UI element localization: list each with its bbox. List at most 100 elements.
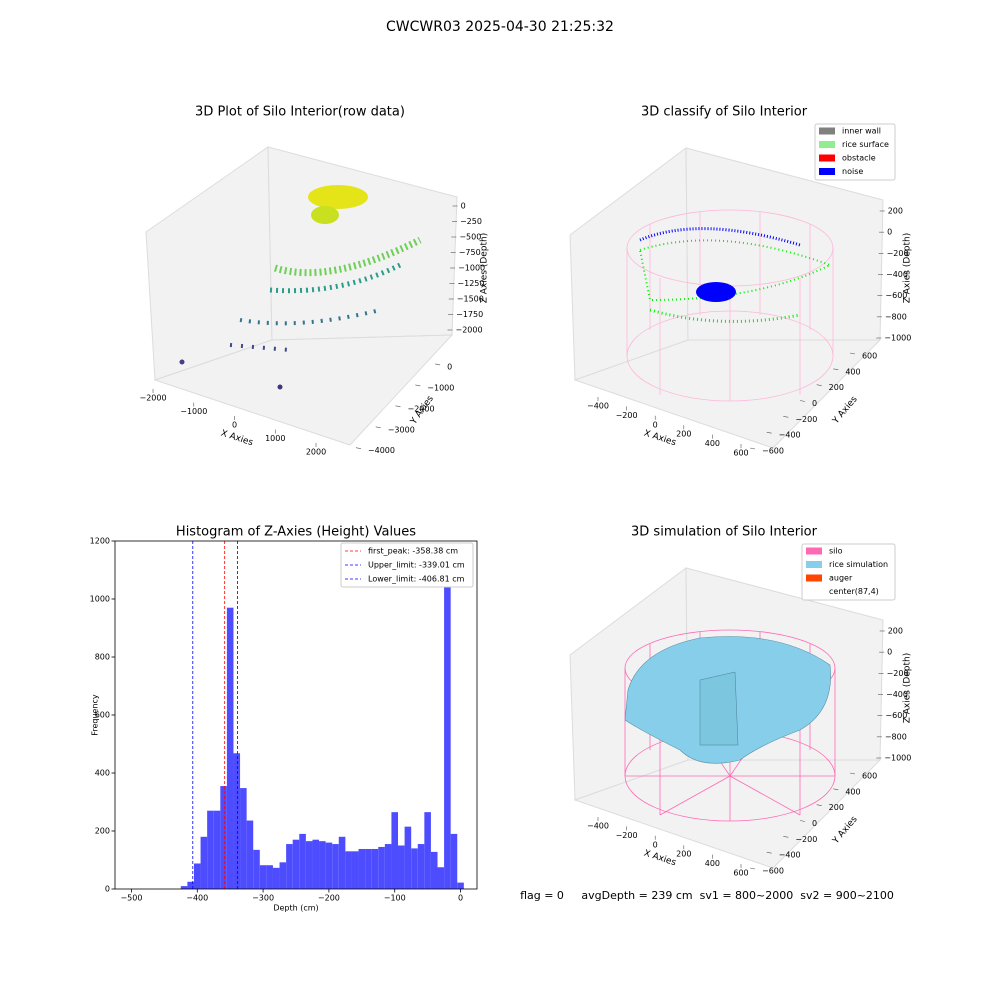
bar — [404, 826, 412, 889]
y-tick-label: 0 — [447, 362, 452, 371]
x-axis-label: Depth (cm) — [273, 904, 318, 913]
tick-mark — [799, 400, 806, 402]
y-tick-label: −200 — [795, 835, 817, 844]
legend-label: rice surface — [842, 140, 889, 149]
z-tick-label: −1000 — [884, 334, 911, 343]
y-tick-label: 200 — [829, 803, 844, 812]
tick-mark — [749, 867, 756, 870]
tick-mark — [749, 447, 756, 450]
z-tick-label: −200 — [887, 249, 909, 258]
z-tick-label: −600 — [885, 711, 907, 720]
legend-label: first_peak: -358.38 cm — [368, 547, 458, 556]
z-tick-label: 200 — [888, 626, 903, 635]
z-tick-label: 0 — [887, 648, 892, 657]
silo-wall — [626, 212, 834, 401]
bar — [240, 788, 247, 889]
legend-swatch — [806, 588, 822, 595]
bar — [286, 844, 293, 889]
legend-swatch — [819, 127, 835, 135]
z-tick-label: −400 — [886, 690, 908, 699]
legend-swatch — [806, 574, 822, 582]
bar — [266, 865, 273, 889]
bar — [312, 839, 320, 889]
legend-box — [340, 542, 474, 588]
pane-group-4 — [569, 567, 884, 869]
y-tick-label: 1000 — [90, 595, 110, 604]
y-tick-label: −4000 — [368, 446, 395, 455]
y-tick-label: 600 — [862, 772, 877, 781]
pane — [573, 339, 882, 449]
x-tick-label: 2000 — [306, 448, 326, 457]
x-tick-label: 0 — [232, 421, 237, 430]
legend-label: auger — [829, 574, 853, 583]
z-tick-label: 0 — [887, 228, 892, 237]
bar — [220, 786, 227, 889]
y-tick-label: −1000 — [427, 383, 454, 392]
z-tick-label: −200 — [887, 669, 909, 678]
chart-title: 3D simulation of Silo Interior — [631, 525, 818, 540]
tick-mark — [395, 405, 401, 408]
tick-mark — [816, 384, 822, 386]
tick-mark — [833, 788, 839, 791]
plot-area — [115, 541, 477, 889]
y-tick-label: −400 — [779, 431, 801, 440]
tick-mark — [833, 368, 839, 371]
y-tick-label: 1200 — [90, 537, 110, 546]
bar — [430, 851, 438, 889]
cloud — [308, 185, 368, 209]
bar — [338, 836, 346, 889]
z-tick-label: 200 — [888, 206, 903, 215]
y-tick-label: 600 — [862, 352, 877, 361]
bar — [305, 841, 313, 889]
y-tick-label: 400 — [845, 787, 860, 796]
tick-mark — [355, 447, 361, 450]
z-tick-label: −250 — [460, 217, 482, 226]
x-tick-label: −200 — [616, 411, 638, 420]
bar — [378, 846, 385, 889]
tick-mark — [849, 352, 856, 355]
tick-mark — [375, 426, 381, 429]
bar — [253, 849, 260, 889]
legend-label: center(87,4) — [829, 587, 879, 596]
tick-mark — [849, 772, 856, 775]
y-tick-label: 0 — [812, 819, 817, 828]
x-tick-label: −2000 — [139, 394, 166, 403]
bar — [417, 844, 425, 889]
x-tick-label: 1000 — [265, 434, 285, 443]
tick-mark — [783, 836, 789, 838]
y-tick-label: −2000 — [408, 404, 435, 413]
x-tick-label: −200 — [616, 831, 638, 840]
legend-label: silo — [829, 547, 843, 556]
bar — [292, 839, 300, 889]
chart-title: 3D classify of Silo Interior — [641, 105, 808, 120]
cloud — [639, 227, 801, 247]
z-tick-label: −1750 — [456, 310, 483, 319]
z-tick-label: −400 — [886, 270, 908, 279]
z-tick-label: −800 — [885, 732, 907, 741]
footer-text: flag = 0 avgDepth = 239 cm sv1 = 800~200… — [520, 889, 894, 902]
bar — [398, 845, 405, 889]
z-label: Z Axies (Depth) — [480, 233, 490, 304]
z-tick-label: −750 — [459, 248, 481, 257]
cloud — [649, 308, 801, 323]
legend-label: inner wall — [842, 127, 881, 136]
bar — [424, 812, 431, 889]
bar — [213, 810, 221, 889]
bar — [365, 848, 372, 889]
x-tick-label: 200 — [676, 430, 691, 439]
x-tick-label: 600 — [733, 869, 748, 878]
z-tick-label: −1000 — [884, 754, 911, 763]
x-tick-label: 0 — [458, 894, 463, 903]
legend-label: Upper_limit: -339.01 cm — [368, 561, 465, 570]
z-label: Z Axies (Depth) — [903, 653, 913, 724]
bar — [371, 848, 379, 889]
legend-label: noise — [842, 167, 863, 176]
bar — [207, 810, 214, 889]
x-tick-label: −400 — [186, 894, 208, 903]
legend-label: obstacle — [842, 154, 876, 163]
y-tick-label: 400 — [95, 769, 110, 778]
z-tick-label: −800 — [885, 312, 907, 321]
y-tick-label: 200 — [829, 383, 844, 392]
bar — [345, 851, 352, 889]
